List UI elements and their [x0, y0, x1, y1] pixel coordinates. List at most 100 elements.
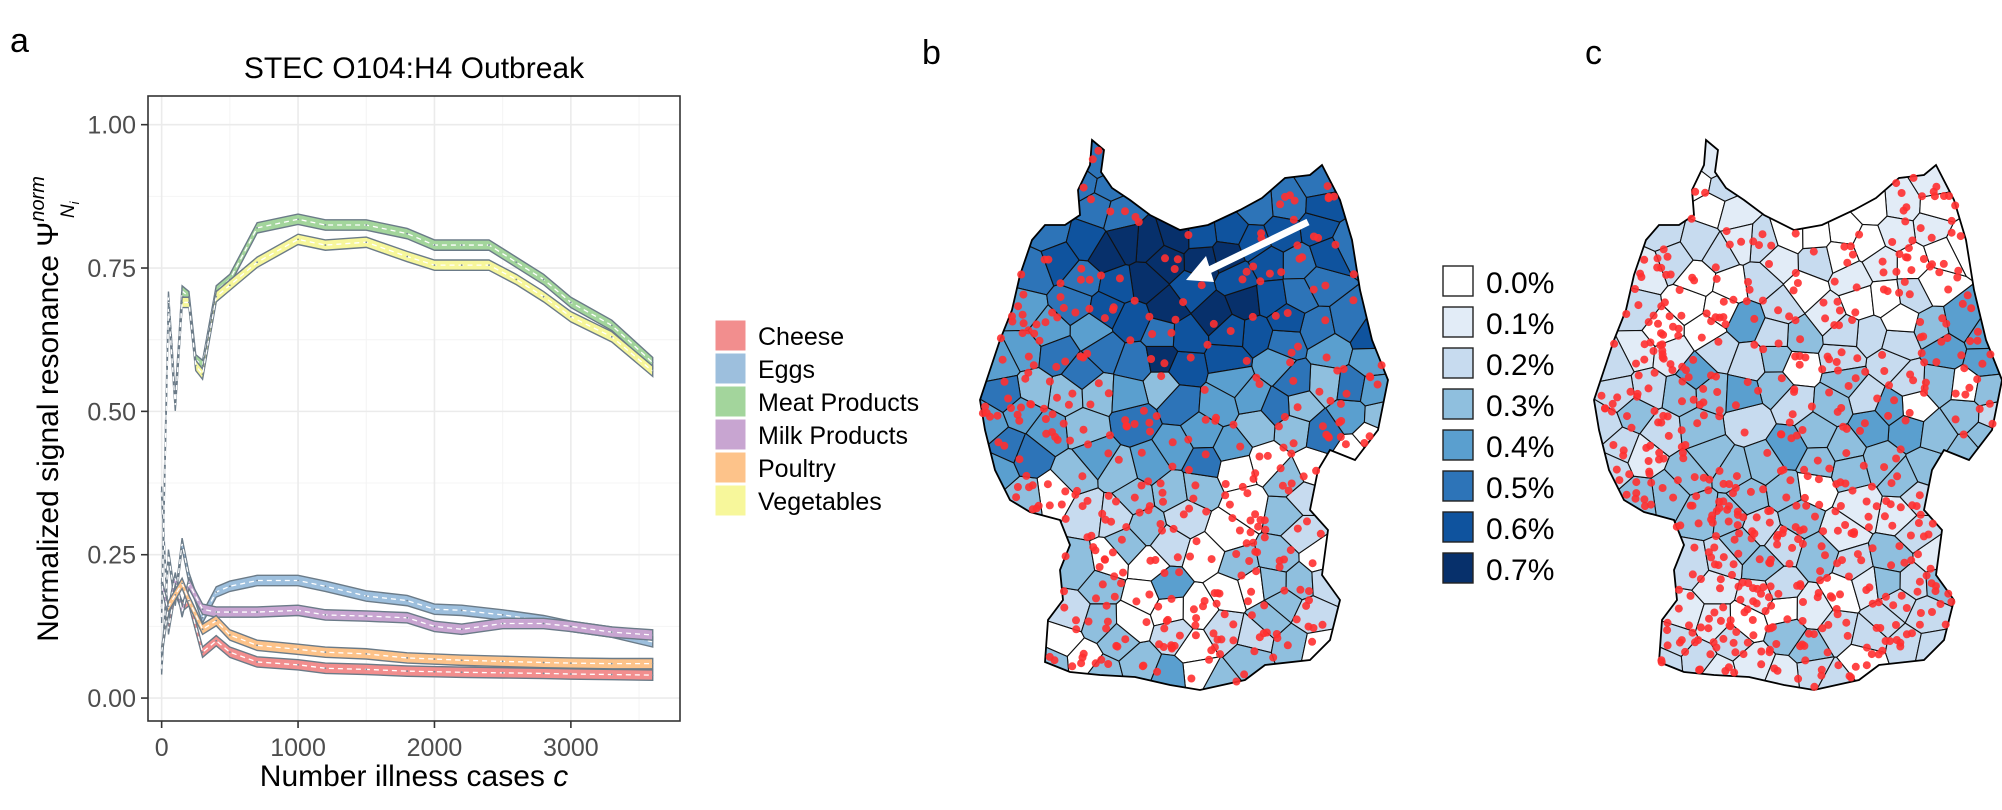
case-dot: [1242, 356, 1251, 365]
case-dot: [1238, 275, 1247, 284]
case-dot: [1851, 662, 1860, 671]
case-dot: [1289, 376, 1298, 385]
case-dot: [1791, 229, 1800, 238]
map-legend-key: [1442, 306, 1474, 338]
case-dot: [1085, 275, 1094, 284]
district-region: [1594, 140, 1712, 209]
case-dot: [1889, 601, 1898, 610]
case-dot: [1853, 550, 1862, 559]
case-dot: [1156, 479, 1165, 488]
case-dot: [1622, 310, 1631, 318]
case-dot: [1833, 610, 1842, 619]
case-dot: [1244, 597, 1252, 606]
case-dot: [1221, 491, 1230, 500]
case-dot: [1013, 483, 1022, 491]
case-dot: [1868, 544, 1877, 553]
data-point: [181, 301, 184, 304]
data-point: [188, 301, 190, 304]
district-region: [1707, 140, 1806, 202]
case-dot: [1724, 517, 1733, 526]
case-dot: [1906, 370, 1915, 379]
country-outline: [979, 138, 1389, 691]
case-dot: [1944, 285, 1953, 294]
case-dot: [1733, 521, 1742, 530]
case-dot: [1692, 492, 1701, 501]
case-dot: [1142, 618, 1151, 627]
case-dot: [1745, 285, 1754, 294]
case-dot: [1642, 443, 1651, 452]
case-dot: [1799, 598, 1807, 606]
case-dot: [1770, 664, 1779, 673]
case-dot: [1205, 655, 1213, 664]
case-dot: [1339, 365, 1348, 374]
case-dot: [1659, 330, 1668, 339]
case-dot: [1674, 604, 1683, 613]
case-dot: [1203, 340, 1212, 349]
data-point: [167, 605, 170, 608]
case-dot: [1743, 638, 1752, 647]
case-dot: [1814, 589, 1823, 597]
map-legend-key: [1442, 429, 1474, 461]
data-point: [460, 244, 463, 246]
case-dot: [1767, 601, 1776, 610]
case-dot: [1321, 281, 1330, 290]
case-dot: [1608, 399, 1617, 408]
district-region: [1105, 223, 1140, 266]
case-dot: [1958, 299, 1967, 308]
case-dot: [1694, 636, 1703, 644]
district-region: [1290, 621, 1388, 690]
case-dot: [1816, 576, 1825, 585]
case-dot: [1730, 535, 1739, 544]
case-dot: [1653, 263, 1662, 272]
district-region: [1205, 365, 1256, 399]
case-dot: [1830, 277, 1839, 286]
case-dot: [1184, 231, 1193, 239]
case-dot: [1766, 506, 1775, 515]
case-dot: [1663, 641, 1672, 650]
case-dot: [1919, 255, 1928, 263]
case-dot: [1791, 269, 1800, 277]
case-dot: [1017, 403, 1025, 412]
panel-label-c: c: [1585, 34, 1602, 72]
data-point: [651, 674, 654, 677]
case-dot: [1746, 487, 1755, 496]
case-dot: [1853, 354, 1862, 363]
case-dot: [1097, 271, 1105, 280]
case-dot: [1260, 533, 1269, 542]
case-dot: [1668, 366, 1677, 374]
case-dot: [1084, 617, 1093, 626]
case-dot: [1045, 501, 1054, 510]
case-dot: [1640, 255, 1649, 264]
case-dot: [1255, 380, 1264, 388]
case-dot: [1044, 255, 1053, 264]
case-dot: [1060, 603, 1069, 612]
case-dot: [1699, 384, 1708, 393]
case-dot: [1732, 628, 1741, 636]
case-dot: [1186, 353, 1195, 362]
case-dot: [1883, 287, 1892, 296]
case-dot: [1719, 479, 1728, 488]
case-dot: [1719, 553, 1728, 562]
y-tick-label: 0.75: [87, 255, 136, 283]
case-dot: [1905, 290, 1914, 299]
case-dot: [1663, 252, 1672, 261]
case-dot: [1842, 618, 1851, 627]
case-dot: [1013, 410, 1022, 419]
case-dot: [1283, 641, 1292, 650]
data-point: [297, 609, 299, 612]
case-dot: [1646, 500, 1655, 509]
case-dot: [1217, 635, 1226, 644]
case-dot: [1032, 320, 1041, 329]
data-point: [181, 582, 184, 585]
case-dot: [1754, 386, 1763, 395]
case-dot: [1192, 614, 1201, 623]
case-dot: [1848, 250, 1857, 259]
case-dot: [1694, 519, 1703, 528]
data-point: [256, 226, 259, 229]
map-legend-key: [1442, 511, 1474, 543]
y-tick-label: 0.50: [87, 398, 136, 426]
case-dot: [1623, 412, 1631, 421]
case-dot: [1640, 495, 1649, 504]
data-point: [174, 404, 177, 407]
case-dot: [1644, 318, 1653, 327]
